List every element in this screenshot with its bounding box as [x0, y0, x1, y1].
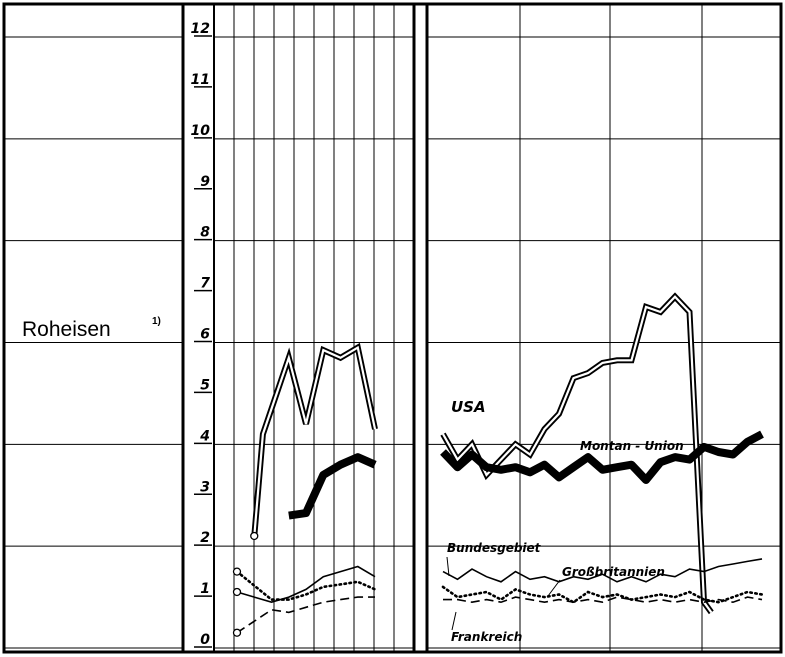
- y-tick-label: 6: [200, 327, 210, 343]
- y-tick-label: 2: [200, 530, 210, 546]
- series-frankreich-line: [443, 596, 763, 604]
- y-tick-label: 11: [191, 72, 210, 88]
- y-axis-title: Roheisen: [22, 318, 111, 341]
- anchor-point-marker: [250, 531, 259, 541]
- y-tick-label: 5: [200, 377, 210, 393]
- footnote-marker: 1): [152, 316, 161, 327]
- y-tick-label: 7: [200, 276, 210, 292]
- y-tick-label: 9: [200, 174, 210, 190]
- series-gro-britannien-line: [441, 585, 764, 604]
- series-usa-line-outer: [251, 342, 378, 537]
- y-tick-label: 4: [199, 428, 210, 444]
- y-tick-label: 8: [200, 225, 210, 241]
- y-tick-label: 3: [200, 479, 210, 495]
- series-usa-line: [251, 342, 378, 537]
- anchor-point-marker: [232, 628, 242, 637]
- annotation-gro-britannien: Großbritannien: [562, 565, 665, 579]
- anchor-point-marker: [232, 587, 242, 597]
- annotation-frankreich: Frankreich: [451, 630, 522, 644]
- series-usa-line-inner: [253, 345, 377, 537]
- y-tick-label: 0: [200, 632, 210, 648]
- series-montan-union-line: [288, 453, 377, 520]
- series-gro-britannien-line: [235, 570, 377, 601]
- series-frankreich-line: [236, 596, 375, 634]
- series-usa-line: [440, 292, 714, 615]
- leader-bundesgebiet: [446, 556, 450, 577]
- series-montan-union-line: [440, 430, 764, 484]
- series-bundesgebiet-line: [236, 565, 376, 604]
- leader-grossbritannien: [547, 579, 561, 597]
- annotation-bundesgebiet: Bundesgebiet: [447, 541, 542, 555]
- annotation-usa: USA: [451, 398, 486, 416]
- series-bundesgebiet-line: [442, 558, 763, 583]
- y-tick-label: 10: [191, 123, 211, 139]
- leader-frankreich: [451, 611, 457, 631]
- y-tick-label: 12: [191, 21, 210, 37]
- y-tick-label: 1: [200, 581, 210, 597]
- series-usa-line-inner: [442, 295, 713, 614]
- annotation-montan-union: Montan - Union: [580, 439, 684, 453]
- anchor-point-marker: [232, 567, 242, 576]
